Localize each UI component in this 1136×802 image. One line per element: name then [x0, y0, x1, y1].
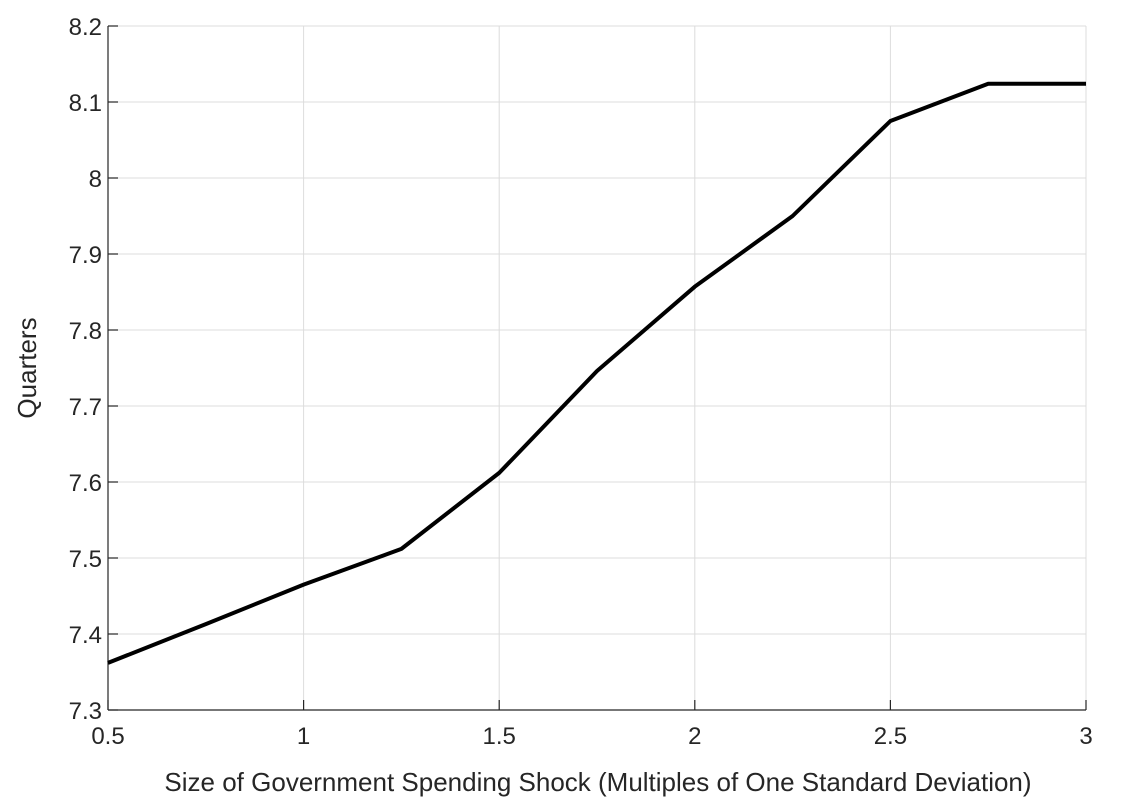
- series-layer: [107, 81, 1086, 665]
- axes: [107, 25, 1087, 711]
- y-tick-label: 7.9: [69, 242, 102, 269]
- x-tick-label: 3: [1079, 723, 1092, 750]
- y-tick-label: 7.4: [69, 622, 102, 649]
- y-tick-label: 8.1: [69, 90, 102, 117]
- x-tick-label: 2.5: [874, 723, 907, 750]
- tick-labels: 0.5 1 1.5 2 2.5 3 7.3 7.4 7.5 7.6 7.7 7.8 7.9 8 8.1 8.2: [69, 14, 1093, 750]
- y-tick-label: 7.8: [69, 318, 102, 345]
- y-axis-title: Quarters: [12, 317, 42, 418]
- y-tick-label: 8: [89, 166, 102, 193]
- x-axis-title: Size of Government Spending Shock (Multi…: [164, 767, 1031, 797]
- x-tick-label: 2: [688, 723, 701, 750]
- x-tick-label: 0.5: [91, 723, 124, 750]
- y-tick-label: 8.2: [69, 14, 102, 41]
- grid: [107, 25, 1087, 711]
- y-tick-label: 7.7: [69, 394, 102, 421]
- x-tick-label: 1: [297, 723, 310, 750]
- y-tick-label: 7.3: [69, 698, 102, 725]
- y-tick-label: 7.6: [69, 470, 102, 497]
- series-line: [107, 81, 1086, 665]
- x-tick-label: 1.5: [483, 723, 516, 750]
- y-tick-label: 7.5: [69, 546, 102, 573]
